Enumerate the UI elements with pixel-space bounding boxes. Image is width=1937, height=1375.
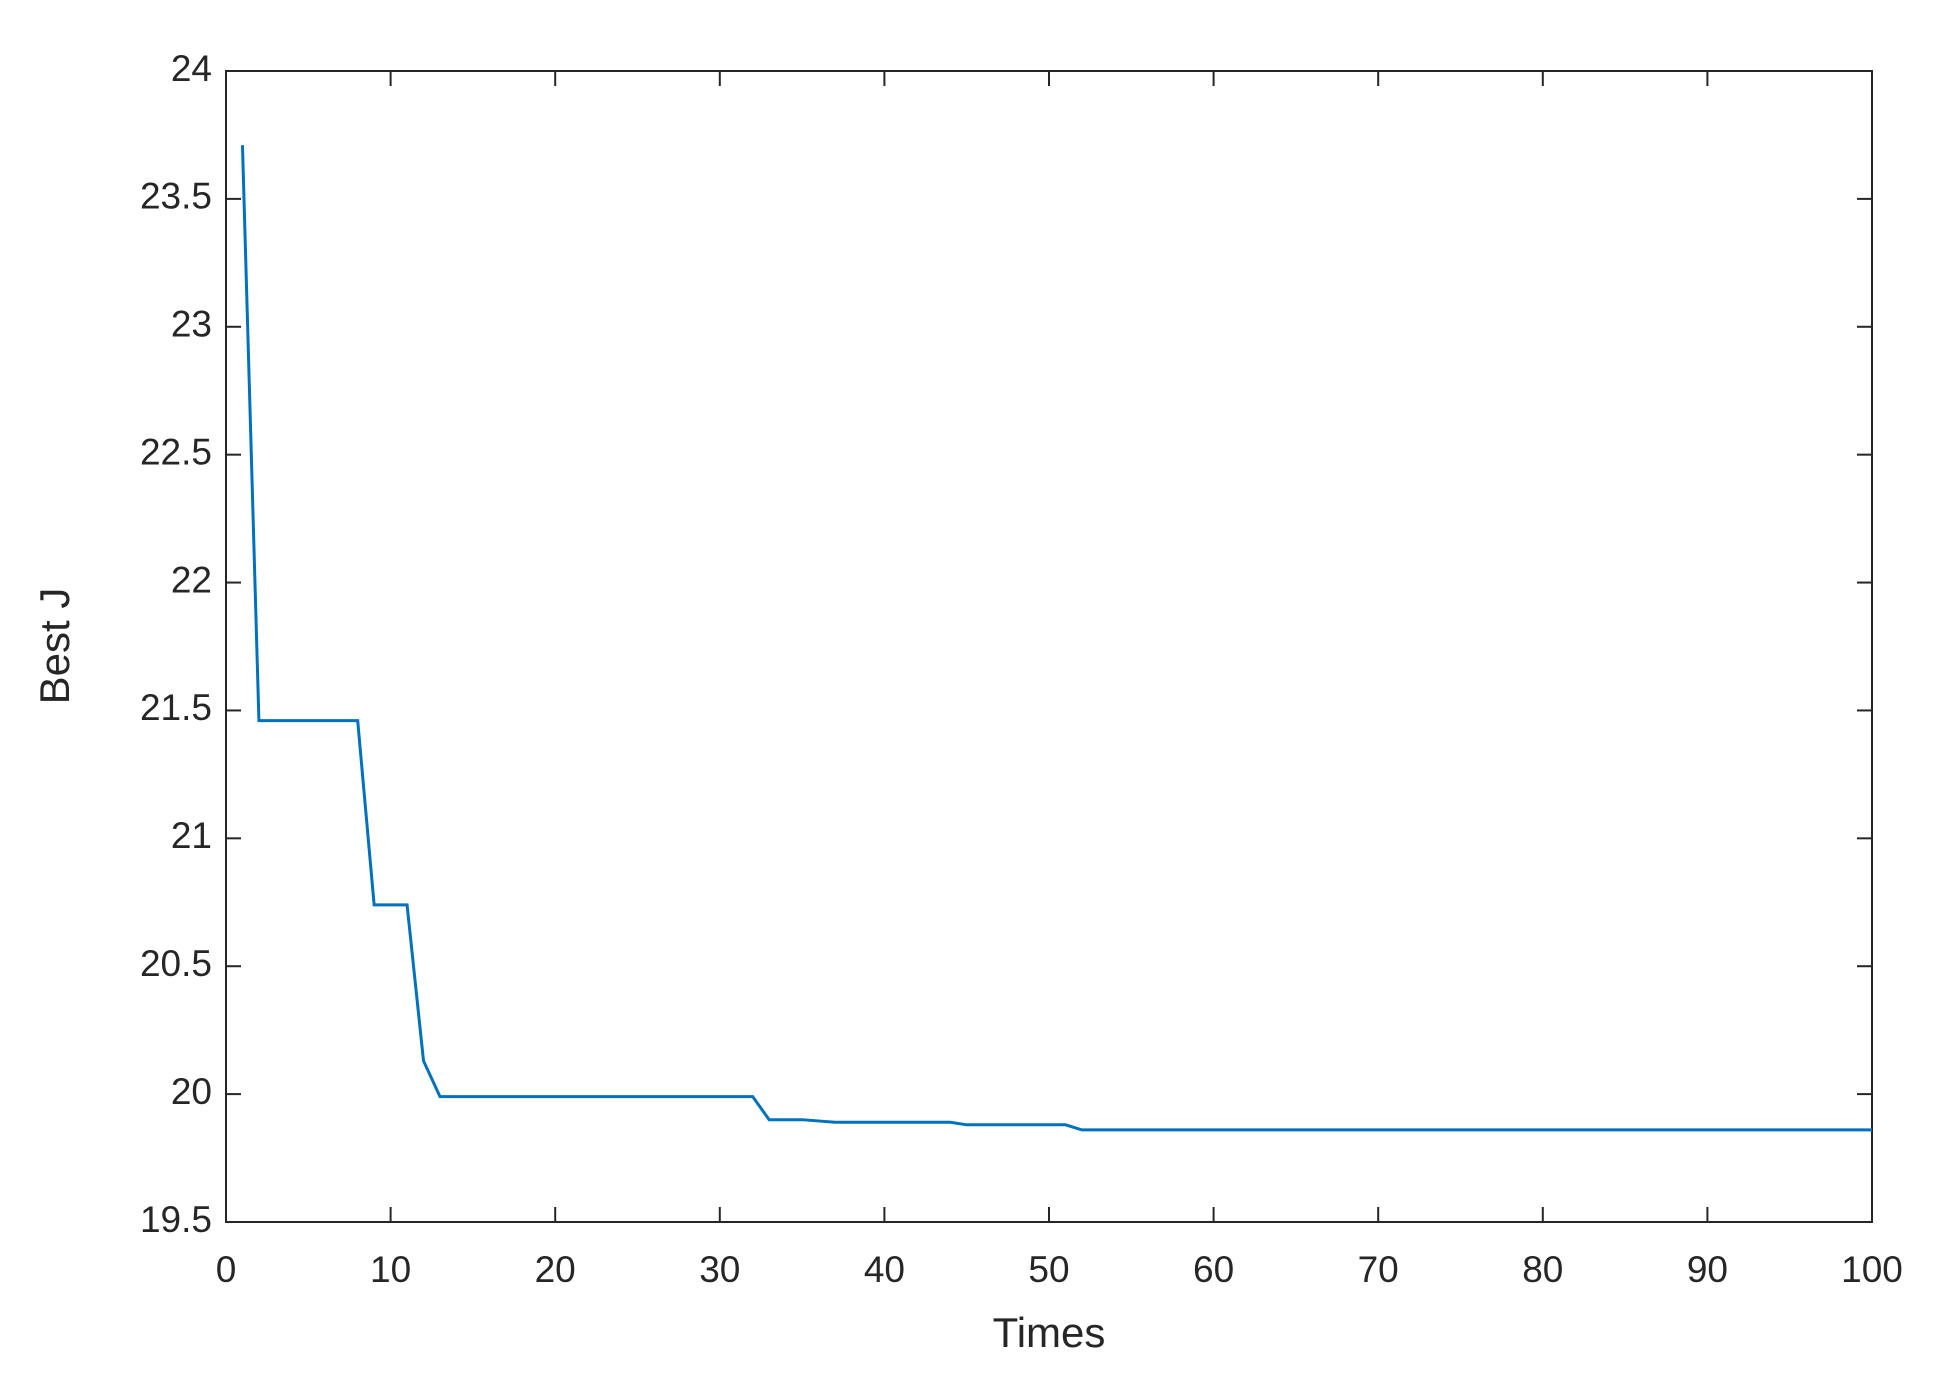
x-tick-label: 80 — [1522, 1249, 1563, 1290]
y-tick-label: 23.5 — [140, 176, 212, 217]
x-tick-label: 100 — [1841, 1249, 1903, 1290]
x-tick-label: 40 — [864, 1249, 905, 1290]
x-tick-label: 0 — [216, 1249, 237, 1290]
x-tick-label: 50 — [1028, 1249, 1069, 1290]
x-tick-label: 60 — [1193, 1249, 1234, 1290]
line-series — [240, 145, 1872, 1132]
x-tick-label: 20 — [535, 1249, 576, 1290]
y-tick-label: 24 — [171, 48, 212, 89]
y-tick-label: 22.5 — [140, 431, 212, 472]
x-tick-label: 90 — [1687, 1249, 1728, 1290]
y-tick-label: 20.5 — [140, 943, 212, 984]
x-axis-label: Times — [993, 1309, 1106, 1356]
x-tick-label: 30 — [699, 1249, 740, 1290]
x-tick-label: 10 — [370, 1249, 411, 1290]
x-tick-label: 70 — [1358, 1249, 1399, 1290]
y-tick-label: 21 — [171, 815, 212, 856]
y-axis-label: Best J — [31, 588, 78, 705]
y-tick-label: 20 — [171, 1071, 212, 1112]
y-tick-label: 19.5 — [140, 1199, 212, 1240]
y-tick-label: 21.5 — [140, 687, 212, 728]
y-tick-label: 23 — [171, 304, 212, 345]
plot-frame — [225, 70, 1873, 1223]
y-tick-label: 22 — [171, 559, 212, 600]
